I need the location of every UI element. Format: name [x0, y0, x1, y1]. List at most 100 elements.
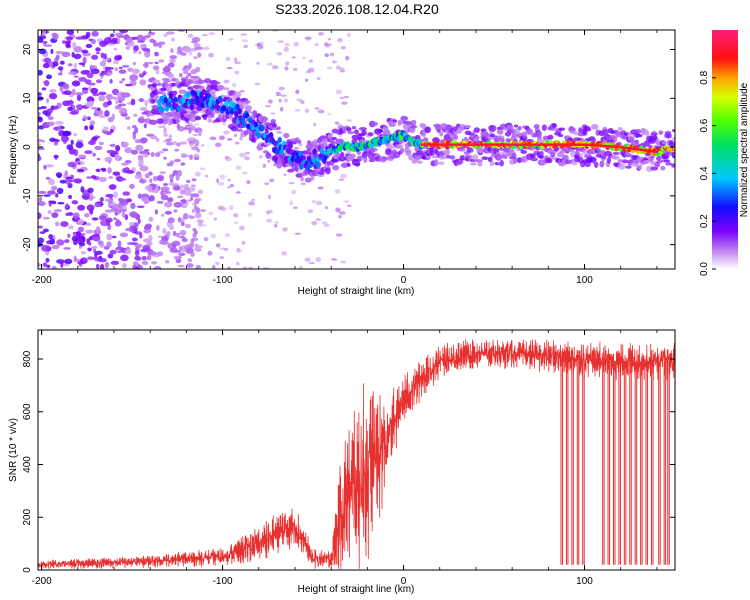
snr-marks	[38, 339, 675, 569]
spectrogram-noise-blob	[43, 44, 53, 47]
spectrogram-noise-blob	[43, 57, 52, 63]
spectrogram-noise-blob	[51, 265, 57, 269]
spectrogram-noise-blob	[187, 258, 192, 263]
spectrogram-noise-blob	[155, 138, 160, 143]
spectrogram-halo-blob	[583, 127, 592, 132]
spectrogram-x-tick-label: 100	[576, 275, 593, 286]
spectrogram-noise-blob	[98, 141, 105, 146]
spectrogram-noise-blob	[107, 253, 114, 259]
spectrogram-noise-blob	[95, 168, 101, 173]
spectrogram-ridge-blob	[268, 132, 274, 139]
spectrogram-noise-blob	[139, 165, 149, 172]
spectrogram-noise-blob	[91, 54, 99, 60]
spectrogram-noise-blob	[104, 66, 109, 73]
spectrogram-halo-blob	[602, 129, 609, 136]
spectrogram-ridge-blob	[284, 155, 289, 162]
spectrogram-halo-blob	[617, 126, 623, 131]
spectrogram-ridge-blob	[235, 103, 240, 110]
spectrogram-noise-blob	[201, 33, 208, 37]
spectrogram-halo-blob	[665, 162, 672, 166]
spectrogram-noise-blob	[143, 152, 149, 158]
spectrogram-halo-blob	[487, 156, 493, 163]
spectrogram-noise-blob	[124, 159, 132, 164]
spectrogram-noise-blob	[55, 120, 64, 125]
spectrogram-noise-blob	[154, 209, 158, 215]
spectrogram-noise-blob	[151, 261, 158, 265]
spectrogram-halo-blob	[313, 139, 319, 145]
spectrogram-noise-blob	[131, 237, 138, 242]
spectrogram-noise-blob	[64, 239, 70, 244]
spectrogram-halo-blob	[396, 144, 404, 149]
spectrogram-halo-blob	[272, 123, 278, 128]
spectrogram-noise-blob	[46, 121, 55, 126]
spectrogram-noise-blob	[281, 251, 288, 256]
spectrogram-noise-blob	[134, 255, 141, 261]
spectrogram-noise-blob	[63, 90, 72, 96]
spectrogram-noise-blob	[215, 262, 220, 265]
spectrogram-noise-blob	[194, 211, 202, 219]
spectrogram-halo-blob	[489, 124, 497, 132]
spectrogram-ridge-blob	[189, 104, 195, 111]
spectrogram-noise-blob	[67, 194, 73, 199]
spectrogram-noise-blob	[145, 223, 153, 229]
spectrogram-noise-blob	[87, 82, 96, 86]
spectrogram-noise-blob	[76, 94, 82, 102]
spectrogram-noise-blob	[307, 68, 312, 73]
spectrogram-noise-blob	[61, 130, 71, 137]
spectrogram-noise-blob	[338, 178, 345, 181]
spectrogram-noise-blob	[228, 38, 234, 41]
spectrogram-noise-blob	[234, 57, 238, 63]
spectrogram-noise-blob	[276, 52, 283, 56]
spectrogram-noise-blob	[61, 51, 71, 58]
spectrogram-noise-blob	[171, 77, 177, 82]
spectrogram-noise-blob	[293, 147, 300, 150]
spectrogram-noise-blob	[184, 183, 189, 187]
spectrogram-noise-blob	[106, 241, 112, 248]
spectrogram-noise-blob	[60, 135, 70, 143]
spectrogram-noise-blob	[59, 179, 68, 184]
spectrogram-noise-blob	[73, 53, 82, 60]
spectrogram-halo-blob	[613, 155, 620, 160]
spectrogram-halo-blob	[189, 115, 198, 123]
spectrogram-noise-blob	[339, 96, 345, 100]
spectrogram-halo-blob	[496, 129, 504, 135]
spectrogram-noise-blob	[45, 164, 54, 168]
spectrogram-noise-blob	[117, 240, 122, 248]
spectrogram-noise-blob	[192, 202, 197, 206]
spectrogram-noise-blob	[191, 178, 197, 182]
spectrogram-noise-blob	[73, 149, 79, 157]
spectrogram-halo-blob	[449, 155, 456, 160]
spectrogram-noise-blob	[90, 175, 97, 179]
spectrogram-noise-blob	[75, 36, 85, 40]
spectrogram-noise-blob	[323, 42, 329, 47]
spectrogram-noise-blob	[105, 93, 113, 101]
spectrogram-noise-blob	[124, 83, 133, 87]
spectrogram-noise-blob	[127, 67, 134, 72]
spectrogram-halo-blob	[550, 151, 556, 158]
spectrogram-noise-blob	[53, 209, 63, 212]
spectrogram-noise-blob	[51, 212, 59, 218]
spectrogram-ridge-blob	[188, 98, 193, 105]
spectrogram-noise-blob	[51, 105, 59, 110]
spectrogram-noise-blob	[169, 222, 174, 229]
spectrogram-noise-blob	[155, 266, 160, 269]
spectrogram-noise-blob	[254, 82, 261, 86]
spectrogram-noise-blob	[234, 141, 240, 145]
spectrogram-noise-blob	[91, 136, 98, 141]
spectrogram-halo-blob	[628, 139, 637, 144]
spectrogram-noise-blob	[135, 144, 144, 152]
spectrogram-noise-blob	[136, 40, 145, 43]
spectrogram-ridge-blob	[312, 148, 317, 155]
spectrogram-halo-blob	[621, 160, 630, 164]
spectrogram-noise-blob	[46, 264, 51, 269]
spectrogram-noise-blob	[122, 141, 129, 147]
spectrogram-noise-blob	[164, 260, 170, 264]
spectrogram-noise-blob	[65, 203, 69, 209]
spectrogram-halo-blob	[578, 127, 583, 134]
spectrogram-noise-blob	[197, 52, 202, 58]
colorbar-tick-label: 0.0	[699, 262, 710, 276]
spectrogram-noise-blob	[156, 224, 160, 231]
spectrogram-noise-blob	[256, 61, 260, 65]
spectrogram-halo-blob	[439, 131, 444, 137]
